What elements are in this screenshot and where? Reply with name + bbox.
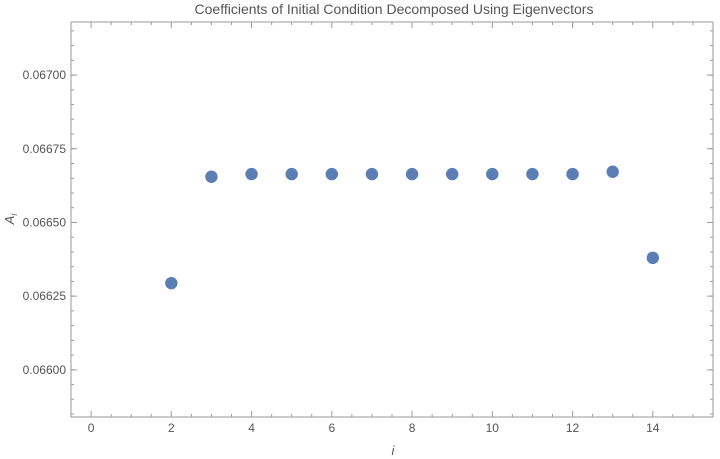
data-points <box>165 165 660 290</box>
y-tick-label: 0.06600 <box>23 363 67 377</box>
data-point <box>566 167 579 181</box>
x-axis: 0 2 4 6 8 10 12 14 <box>88 22 714 435</box>
data-point <box>526 167 539 181</box>
x-tick-label: 12 <box>566 421 580 435</box>
x-tick-label: 14 <box>646 421 660 435</box>
y-tick-label: 0.06650 <box>23 215 67 229</box>
data-point <box>245 167 258 181</box>
data-point <box>405 167 419 181</box>
data-point <box>606 165 619 178</box>
x-tick-label: 0 <box>88 421 95 435</box>
y-tick-label: 0.06700 <box>23 68 67 82</box>
data-point <box>285 167 298 181</box>
y-tick-label: 0.06675 <box>23 142 67 156</box>
y-tick-label: 0.06625 <box>23 289 67 303</box>
x-tick-label: 4 <box>248 421 255 435</box>
x-tick-label: 10 <box>486 421 500 435</box>
data-point <box>646 251 660 265</box>
y-axis-label-subscript: i <box>9 213 19 216</box>
y-axis-label: Ai <box>2 213 19 226</box>
plot-frame <box>70 21 714 418</box>
y-axis-label-main: A <box>2 216 17 226</box>
x-axis-label: i <box>392 443 396 458</box>
chart-title: Coefficients of Initial Condition Decomp… <box>195 1 594 17</box>
x-tick-label: 8 <box>409 421 416 435</box>
data-point <box>445 167 459 181</box>
y-axis: 0.06600 0.06625 0.06650 0.06675 0.06700 <box>23 30 713 415</box>
x-tick-label: 2 <box>168 421 175 435</box>
data-point <box>165 276 178 290</box>
data-point <box>486 167 499 181</box>
data-point <box>365 167 379 181</box>
data-point <box>205 170 218 183</box>
x-tick-label: 6 <box>328 421 335 435</box>
data-point <box>325 167 339 181</box>
